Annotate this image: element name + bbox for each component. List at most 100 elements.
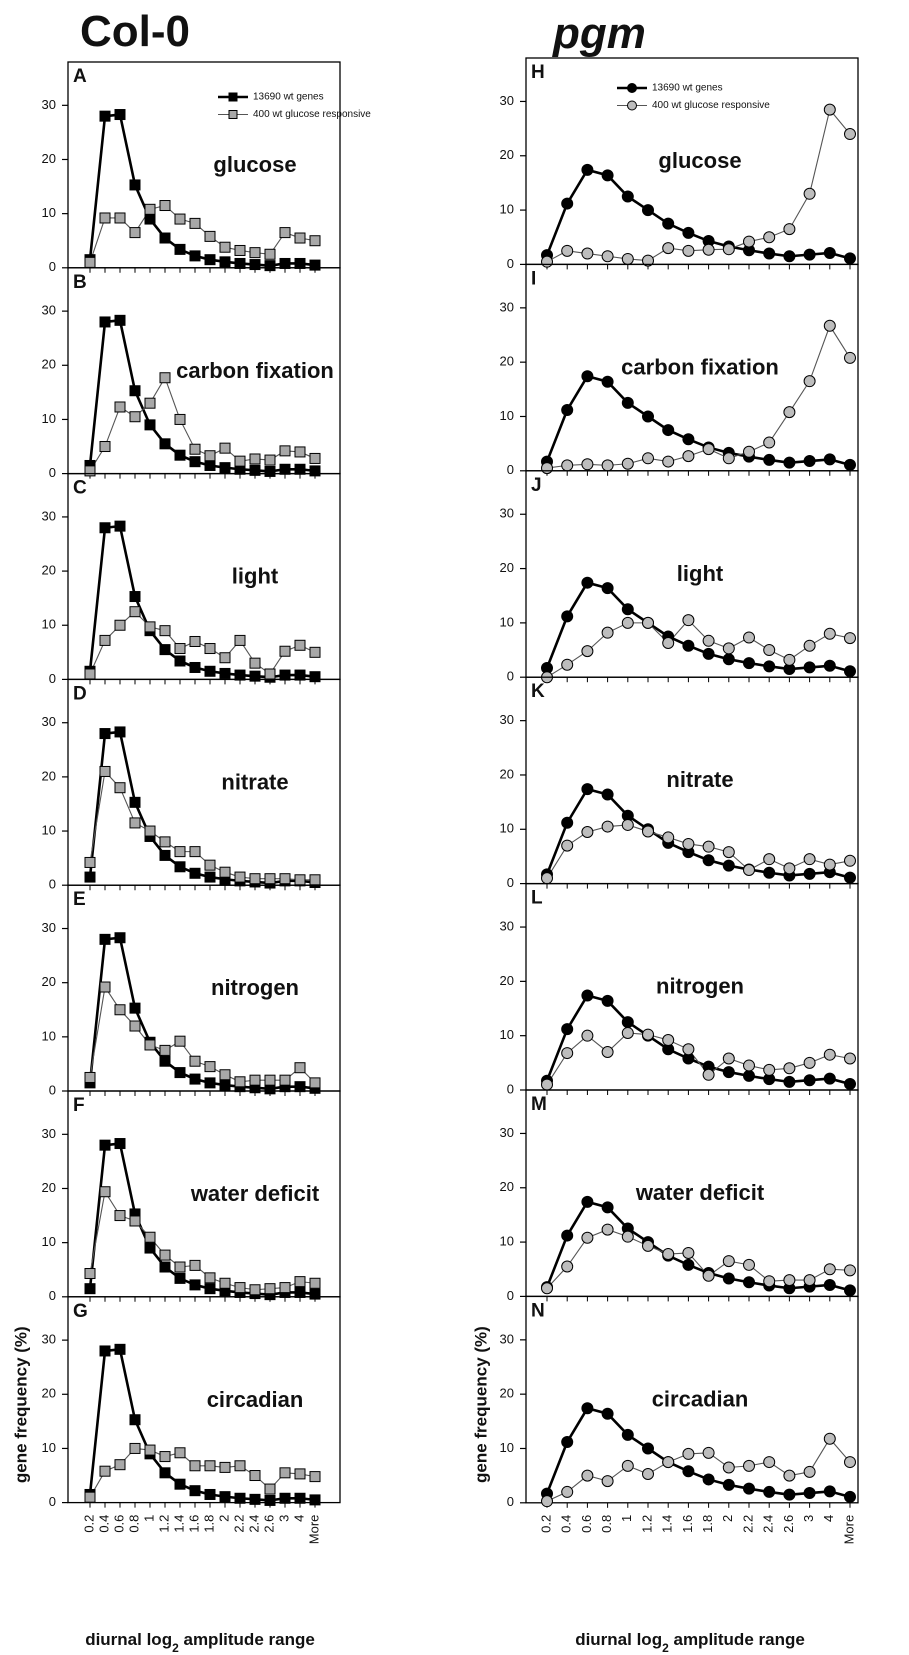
data-point (682, 1043, 695, 1056)
data-point (279, 1492, 291, 1504)
series-line (88, 113, 316, 267)
data-point (99, 728, 111, 740)
data-point (581, 576, 594, 589)
x-axis-label: diurnal log2 amplitude range (575, 1630, 805, 1655)
data-point (581, 989, 594, 1002)
data-point (174, 413, 186, 425)
data-point (219, 866, 231, 878)
data-point (309, 646, 321, 658)
data-point (783, 223, 796, 236)
data-point (642, 452, 654, 465)
data-point (601, 1201, 614, 1214)
y-tick-label: 0 (49, 465, 56, 480)
data-point (279, 669, 291, 681)
data-point (129, 1002, 141, 1014)
data-point (844, 1456, 856, 1469)
data-point (682, 244, 695, 257)
data-point (189, 661, 201, 673)
data-point (114, 1210, 126, 1222)
data-point (682, 1447, 695, 1460)
x-tick-label: 2 (216, 1515, 231, 1522)
data-point (144, 203, 156, 215)
data-point (114, 1343, 126, 1355)
data-point (601, 788, 614, 801)
data-point (294, 1286, 306, 1298)
series-line (546, 1032, 851, 1085)
data-point (601, 1223, 614, 1236)
data-point (561, 197, 574, 210)
panel-title: water deficit (190, 1181, 320, 1206)
data-point (219, 256, 231, 268)
data-point (84, 256, 96, 268)
data-point (129, 591, 141, 603)
data-point (189, 635, 201, 647)
data-point (309, 235, 321, 247)
data-point (561, 816, 574, 829)
data-point (722, 642, 735, 655)
data-point (763, 1485, 776, 1498)
y-tick-label: 30 (500, 1125, 514, 1140)
data-point (722, 1066, 735, 1079)
data-point (783, 406, 796, 419)
data-point (541, 1078, 553, 1091)
y-axis-label: gene frequency (%) (11, 1326, 30, 1483)
data-point (159, 1044, 171, 1056)
data-point (823, 858, 836, 871)
data-point (249, 453, 261, 465)
y-tick-label: 0 (507, 462, 514, 477)
data-point (249, 1284, 261, 1296)
data-point (114, 619, 126, 631)
data-point (129, 385, 141, 397)
data-point (783, 250, 796, 263)
data-point (844, 1052, 856, 1065)
data-point (279, 257, 291, 269)
data-point (662, 242, 675, 255)
data-point (279, 445, 291, 457)
data-point (189, 456, 201, 468)
data-point (702, 1473, 715, 1486)
data-point (264, 668, 276, 680)
data-point (601, 169, 614, 182)
data-point (642, 1468, 654, 1481)
data-point (204, 459, 216, 471)
data-point (702, 1446, 715, 1459)
data-point (823, 246, 836, 259)
data-point (264, 1483, 276, 1495)
data-point (803, 639, 816, 652)
x-tick-label: 0.4 (96, 1515, 111, 1533)
series-line (545, 374, 851, 467)
data-point (159, 625, 171, 637)
data-point (601, 459, 614, 472)
data-point (844, 1264, 856, 1277)
panel-title: circadian (652, 1386, 749, 1411)
data-point (264, 465, 276, 477)
y-tick-label: 10 (42, 411, 56, 426)
data-point (662, 1456, 675, 1469)
data-point (159, 836, 171, 848)
data-point (114, 1138, 126, 1150)
data-point (249, 247, 261, 259)
data-point (541, 255, 553, 268)
data-point (129, 817, 141, 829)
series-line (545, 1406, 851, 1499)
data-point (601, 1045, 614, 1058)
data-point (159, 1467, 171, 1479)
panel-letter: F (73, 1095, 85, 1116)
data-point (722, 1478, 735, 1491)
data-point (174, 243, 186, 255)
data-point (743, 1258, 755, 1271)
data-point (144, 1231, 156, 1243)
column-title: Col-0 (80, 7, 190, 56)
data-point (204, 871, 216, 883)
data-point (722, 1272, 735, 1285)
data-point (159, 849, 171, 861)
data-point (621, 1026, 634, 1039)
data-point (294, 1492, 306, 1504)
data-point (294, 446, 306, 458)
data-point (84, 856, 96, 868)
data-point (84, 1071, 96, 1083)
data-point (114, 212, 126, 224)
data-point (844, 1490, 856, 1503)
data-point (621, 252, 634, 265)
data-point (174, 213, 186, 225)
